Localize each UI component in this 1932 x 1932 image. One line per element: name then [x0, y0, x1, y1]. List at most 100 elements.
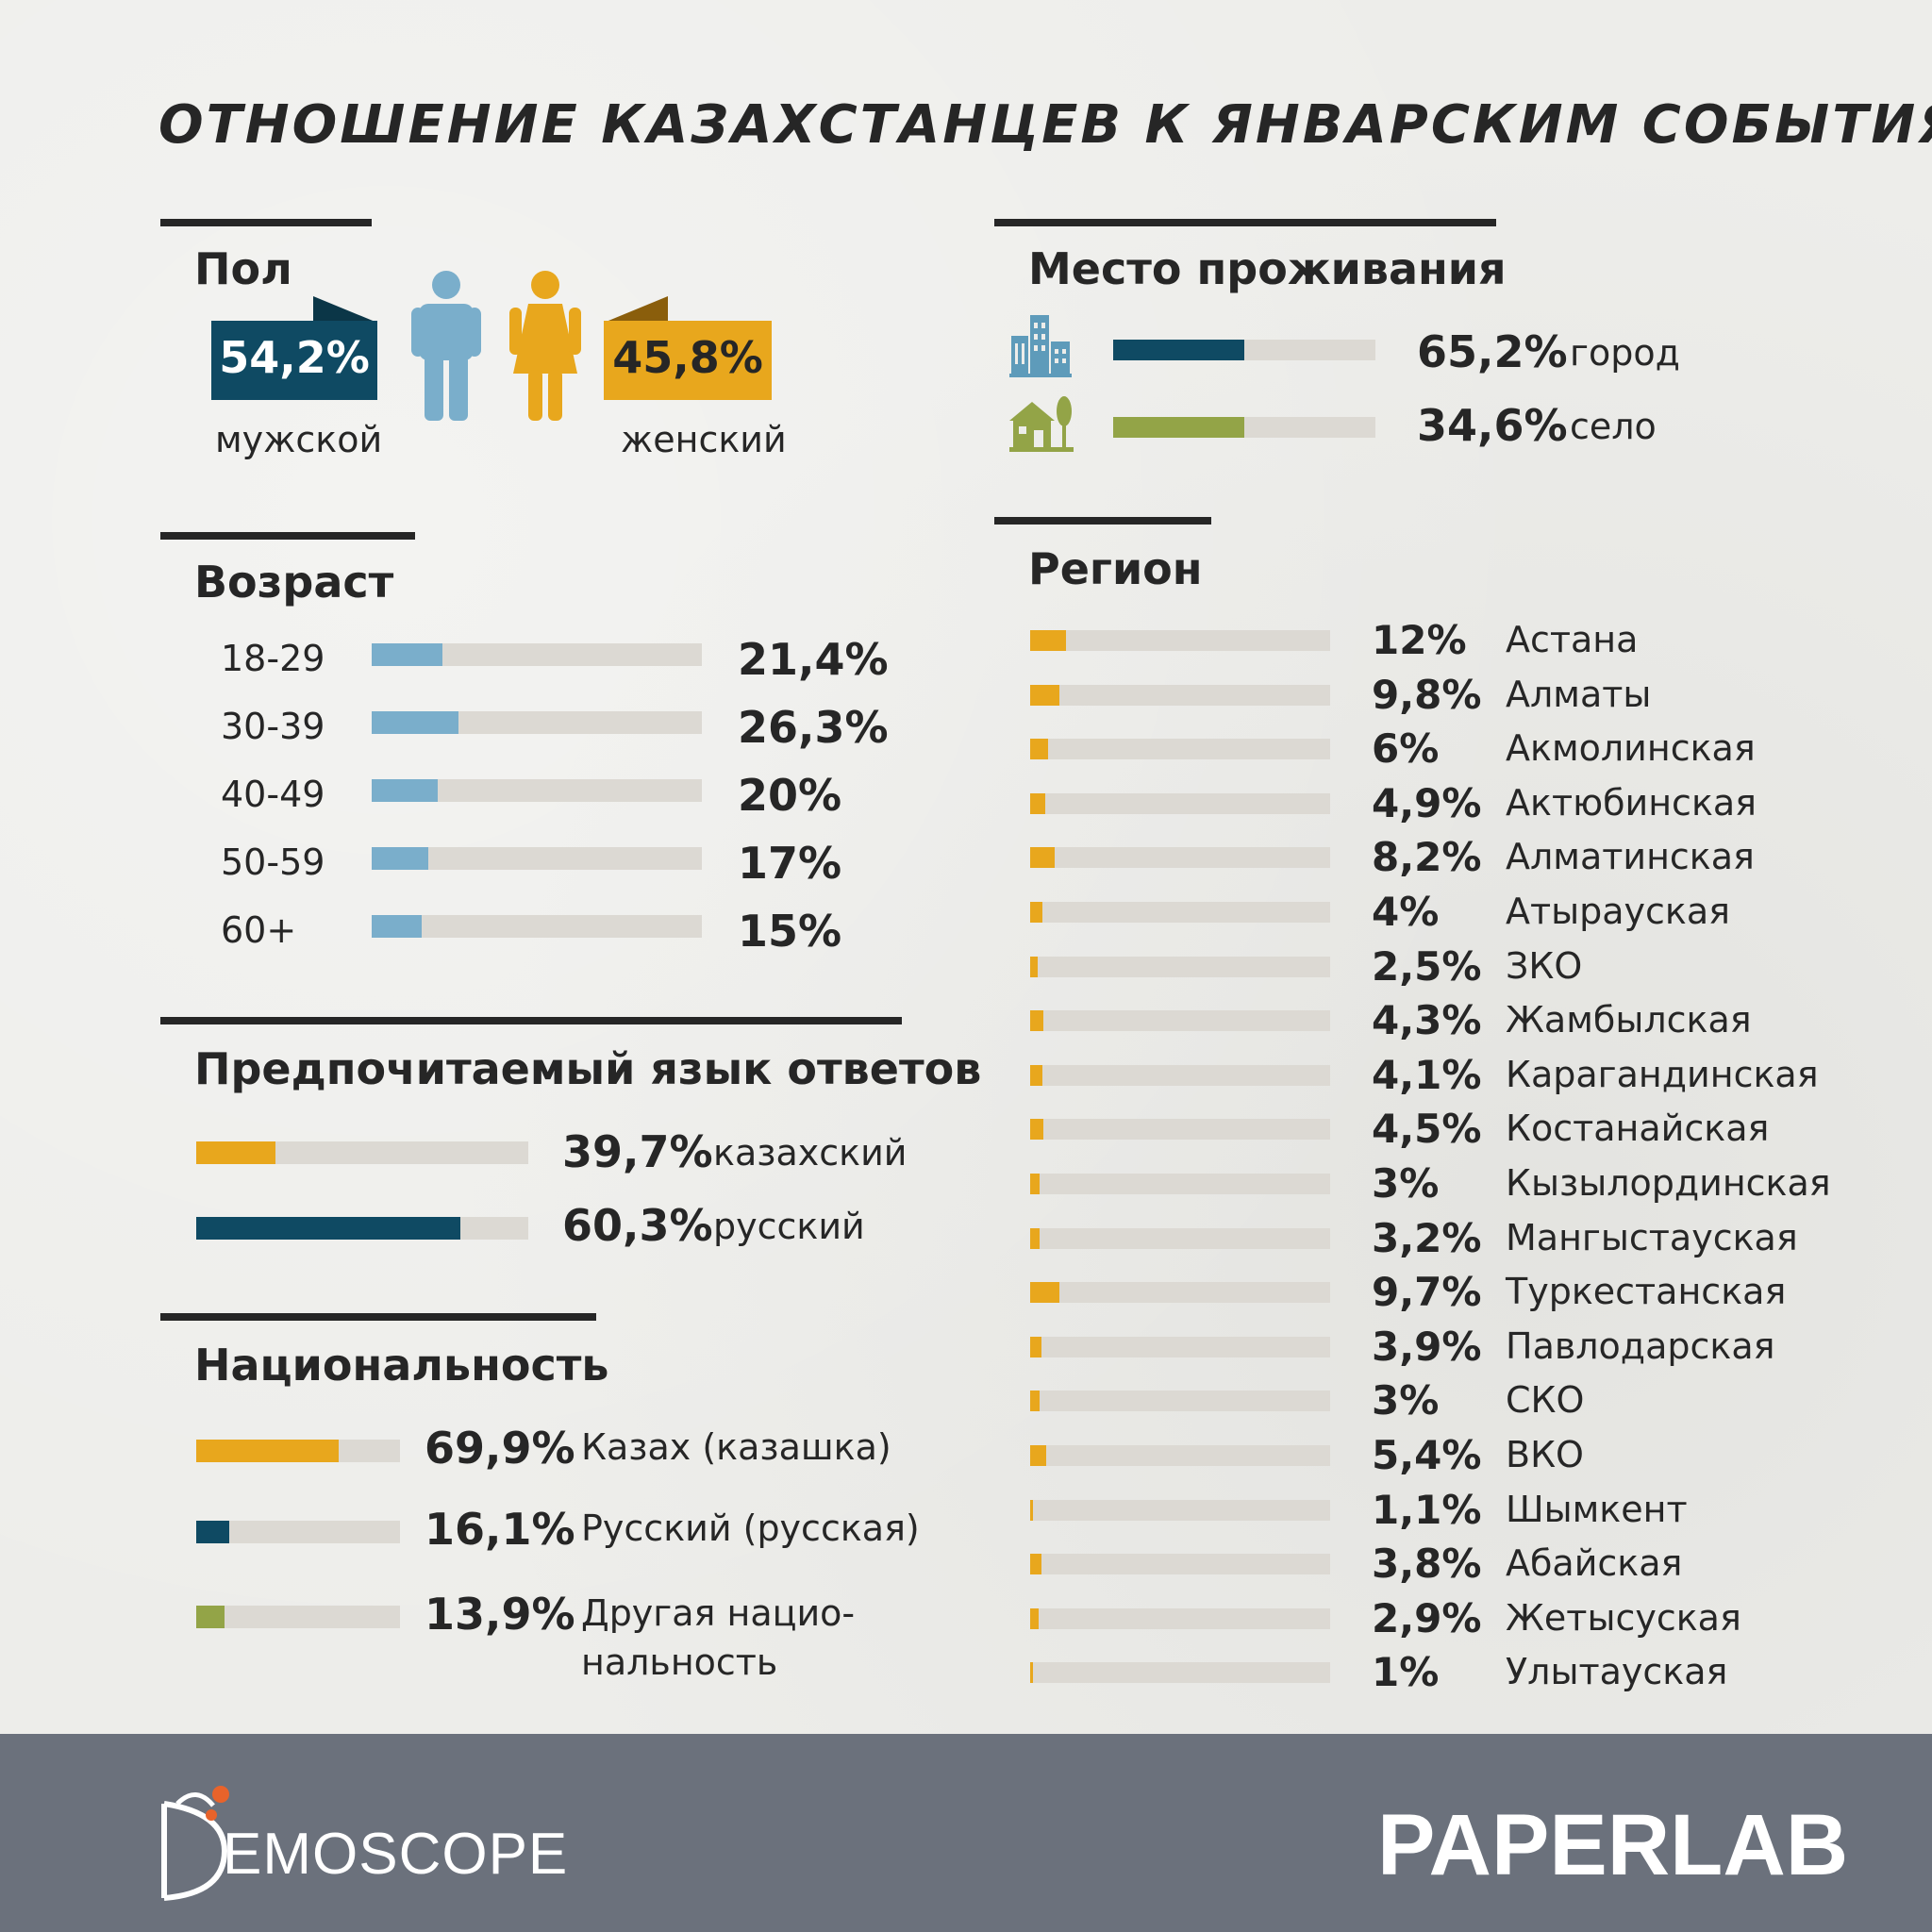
- bar-track: [1030, 847, 1330, 869]
- region-label: Карагандинская: [1506, 1053, 1819, 1095]
- region-bar: [1030, 956, 1038, 977]
- region-bar: [1030, 1174, 1040, 1194]
- bar-track: [1030, 1499, 1330, 1521]
- female-badge: [604, 296, 772, 400]
- region-label: Алматинская: [1506, 836, 1755, 878]
- region-bar: [1030, 684, 1060, 706]
- female-label: женский: [621, 419, 787, 460]
- age-bar: [372, 915, 422, 938]
- region-value: 4,9%: [1372, 779, 1482, 826]
- nationality-label: Другая нацио-: [581, 1592, 856, 1634]
- male-value: 54,2%: [219, 332, 370, 383]
- region-label: ЗКО: [1506, 944, 1583, 987]
- bar-track: [1030, 1336, 1330, 1357]
- region-label: Актюбинская: [1506, 781, 1757, 824]
- region-label: Жамбылская: [1506, 999, 1752, 1041]
- village-label: село: [1570, 406, 1657, 447]
- region-value: 3,8%: [1372, 1541, 1482, 1588]
- bar-track: [196, 1606, 400, 1628]
- paperlab-logo: PAPERLAB: [1377, 1797, 1849, 1893]
- nationality-bar: [196, 1440, 339, 1462]
- nationality-label-line2: нальность: [581, 1641, 778, 1683]
- city-value: 65,2%: [1417, 326, 1568, 377]
- region-bar: [1030, 1607, 1040, 1629]
- age-label: 40-49: [221, 774, 325, 815]
- region-value: 2,5%: [1372, 942, 1482, 990]
- bar-track: [1030, 1662, 1330, 1684]
- village-value: 34,6%: [1417, 400, 1568, 451]
- bar-track: [196, 1141, 528, 1164]
- region-bar: [1030, 1282, 1059, 1304]
- language-title: Предпочитаемый язык ответов: [194, 1043, 982, 1094]
- age-bar: [372, 643, 442, 666]
- man-icon: [411, 271, 481, 421]
- nationality-bar: [196, 1521, 229, 1543]
- bar-track: [196, 1217, 528, 1240]
- section-rule: [994, 517, 1211, 525]
- region-value: 8,2%: [1372, 834, 1482, 881]
- region-label: Мангыстауская: [1506, 1216, 1798, 1258]
- region-bar: [1030, 630, 1067, 651]
- bar-track: [1030, 902, 1330, 923]
- region-bar: [1030, 902, 1042, 923]
- region-bar: [1030, 1445, 1047, 1466]
- woman-icon: [509, 271, 581, 421]
- bar-track: [196, 1521, 400, 1543]
- region-bar: [1030, 1010, 1043, 1032]
- city-bar: [1113, 340, 1244, 360]
- region-label: Шымкент: [1506, 1488, 1688, 1530]
- demoscope-logo-mark: [161, 1786, 229, 1901]
- region-value: 1,1%: [1372, 1486, 1482, 1533]
- bar-track: [1030, 1282, 1330, 1304]
- bar-track: [1030, 792, 1330, 814]
- region-label: Астана: [1506, 619, 1639, 660]
- nationality-bar: [196, 1606, 225, 1628]
- region-value: 3,9%: [1372, 1323, 1482, 1370]
- region-bar: [1030, 1662, 1034, 1684]
- region-label: Атырауская: [1506, 891, 1731, 932]
- nationality-label: Русский (русская): [581, 1507, 920, 1549]
- age-value: 20%: [738, 770, 842, 821]
- region-bar: [1030, 1227, 1041, 1249]
- region-bar: [1030, 1554, 1042, 1575]
- age-value: 17%: [738, 838, 842, 889]
- region-value: 4%: [1372, 889, 1440, 935]
- age-label: 60+: [221, 909, 297, 951]
- region-bar: [1030, 1391, 1040, 1412]
- residence-title: Место проживания: [1028, 243, 1507, 294]
- region-label: Акмолинская: [1506, 727, 1756, 770]
- age-bar: [372, 711, 459, 734]
- region-label: Жетысуская: [1506, 1596, 1741, 1639]
- region-value: 4,3%: [1372, 997, 1482, 1044]
- region-label: Кызылординская: [1506, 1162, 1831, 1204]
- region-bar: [1030, 1064, 1043, 1086]
- bar-track: [372, 847, 702, 870]
- region-label: ВКО: [1506, 1434, 1584, 1475]
- russian-language-label: русский: [713, 1206, 865, 1247]
- bar-track: [1030, 1174, 1330, 1194]
- bar-track: [1030, 1391, 1330, 1412]
- kazakh-language-label: казахский: [713, 1132, 908, 1174]
- bar-track: [1030, 1227, 1330, 1249]
- region-value: 9,8%: [1372, 671, 1482, 718]
- region-value: 3%: [1372, 1160, 1440, 1207]
- russian-language-bar: [196, 1217, 460, 1240]
- bar-track: [196, 1440, 400, 1462]
- region-value: 12%: [1372, 617, 1467, 663]
- village-house-icon: [1009, 396, 1074, 452]
- age-value: 26,3%: [738, 702, 889, 753]
- region-label: Улытауская: [1506, 1651, 1728, 1693]
- region-value: 4,5%: [1372, 1106, 1482, 1153]
- age-label: 18-29: [221, 638, 325, 679]
- bar-track: [1030, 956, 1330, 977]
- russian-language-value: 60,3%: [562, 1200, 713, 1251]
- nationality-title: Национальность: [194, 1340, 609, 1391]
- male-badge: [211, 296, 377, 400]
- male-label: мужской: [215, 419, 383, 460]
- bar-track: [1113, 417, 1375, 438]
- nationality-value: 13,9%: [425, 1589, 575, 1640]
- bar-track: [1030, 1445, 1330, 1466]
- city-buildings-icon: [1009, 315, 1072, 377]
- region-label: Абайская: [1506, 1542, 1683, 1585]
- region-bar: [1030, 792, 1045, 814]
